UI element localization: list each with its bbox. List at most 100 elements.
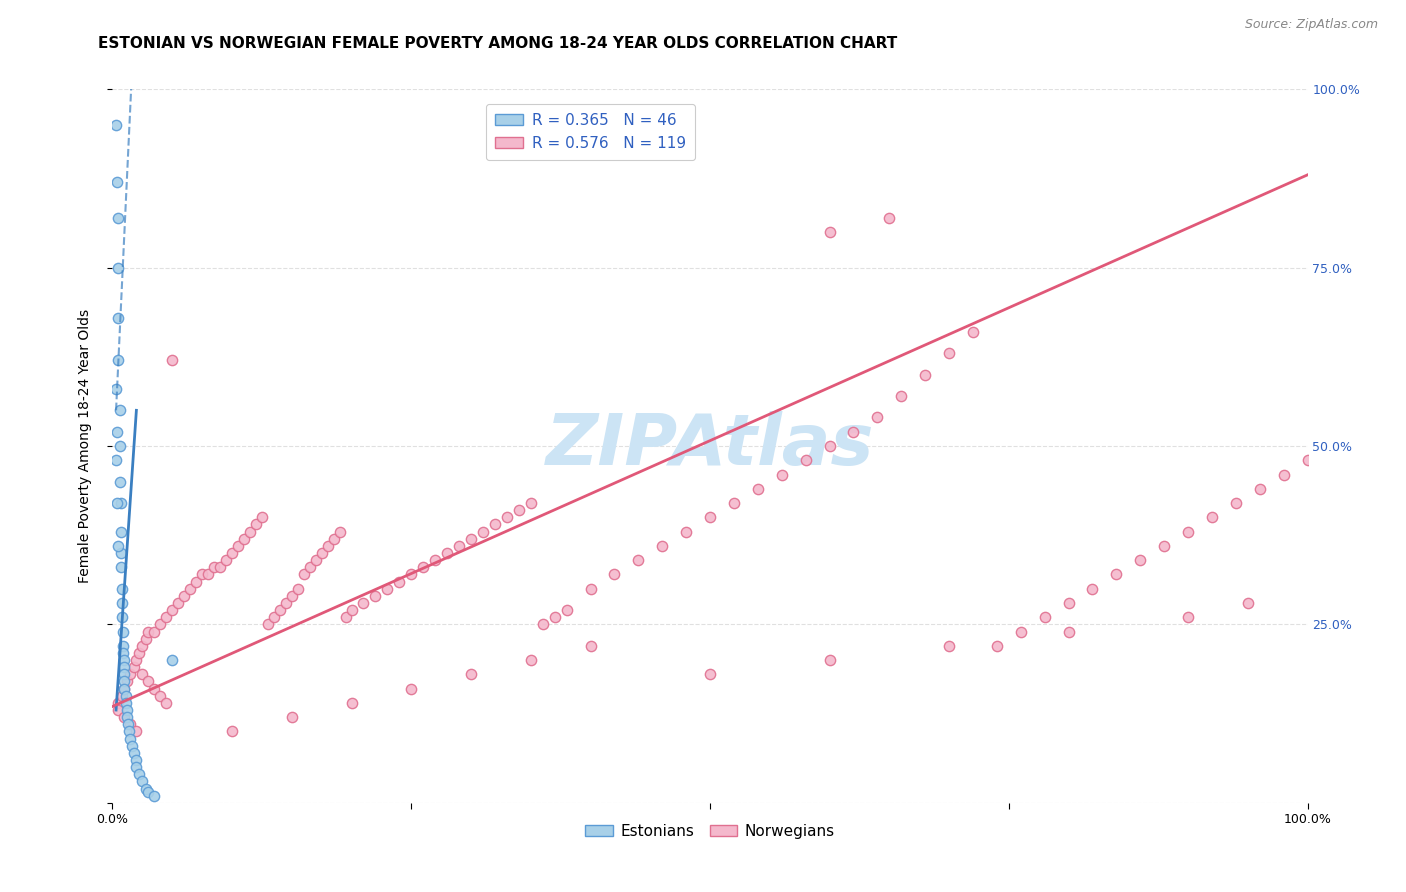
Point [364,589,387,603]
Point [186,574,208,589]
Point [257,617,280,632]
Point [105,453,128,467]
Point [135,632,157,646]
Point [108,403,131,417]
Point [155,610,177,624]
Point [162,603,183,617]
Y-axis label: Female Poverty Among 18-24 Year Olds: Female Poverty Among 18-24 Year Olds [77,309,91,583]
Point [122,660,145,674]
Point [322,532,344,546]
Point [938,346,960,360]
Point [110,560,132,574]
Point [311,546,333,560]
Point [1081,582,1104,596]
Point [818,439,841,453]
Point [122,746,145,760]
Point [281,710,304,724]
Point [425,553,447,567]
Point [107,539,129,553]
Point [110,546,132,560]
Point [125,753,148,767]
Point [138,785,160,799]
Point [135,781,157,796]
Point [120,731,142,746]
Point [818,653,841,667]
Point [292,567,315,582]
Point [274,596,297,610]
Point [173,589,195,603]
Point [579,639,602,653]
Point [138,674,160,689]
Point [986,639,1008,653]
Point [818,225,841,239]
Point [520,653,543,667]
Point [114,689,136,703]
Point [162,353,183,368]
Point [316,539,339,553]
Point [412,560,434,574]
Point [263,610,285,624]
Point [1057,596,1080,610]
Point [1249,482,1271,496]
Point [401,681,423,696]
Point [1010,624,1032,639]
Point [879,211,901,225]
Point [167,596,190,610]
Point [114,696,136,710]
Point [675,524,697,539]
Point [962,325,984,339]
Point [603,567,626,582]
Point [110,496,132,510]
Point [377,582,399,596]
Point [699,667,721,681]
Point [460,532,482,546]
Point [114,681,135,696]
Point [226,539,249,553]
Legend: Estonians, Norwegians: Estonians, Norwegians [579,818,841,845]
Point [107,211,129,225]
Point [543,610,565,624]
Text: ZIPAtlas: ZIPAtlas [546,411,875,481]
Point [269,603,291,617]
Point [107,696,129,710]
Point [1177,610,1199,624]
Point [115,674,138,689]
Point [1237,596,1260,610]
Point [221,546,243,560]
Point [143,789,166,803]
Point [1177,524,1199,539]
Point [890,389,912,403]
Point [131,774,153,789]
Point [149,689,172,703]
Point [110,524,132,539]
Point [111,596,134,610]
Point [108,439,131,453]
Point [340,696,363,710]
Point [245,517,267,532]
Point [112,646,135,660]
Point [111,610,134,624]
Point [149,617,172,632]
Point [794,453,817,467]
Point [447,539,470,553]
Point [115,703,138,717]
Point [105,175,128,189]
Point [555,603,578,617]
Point [197,567,219,582]
Point [143,681,166,696]
Point [120,717,142,731]
Point [125,724,148,739]
Point [179,582,201,596]
Point [914,368,936,382]
Text: ESTONIAN VS NORWEGIAN FEMALE POVERTY AMONG 18-24 YEAR OLDS CORRELATION CHART: ESTONIAN VS NORWEGIAN FEMALE POVERTY AMO… [98,36,897,51]
Point [1105,567,1128,582]
Point [1057,624,1080,639]
Point [305,553,328,567]
Point [520,496,543,510]
Point [627,553,650,567]
Point [128,646,150,660]
Point [143,624,166,639]
Point [298,560,321,574]
Point [250,510,273,524]
Point [107,310,129,325]
